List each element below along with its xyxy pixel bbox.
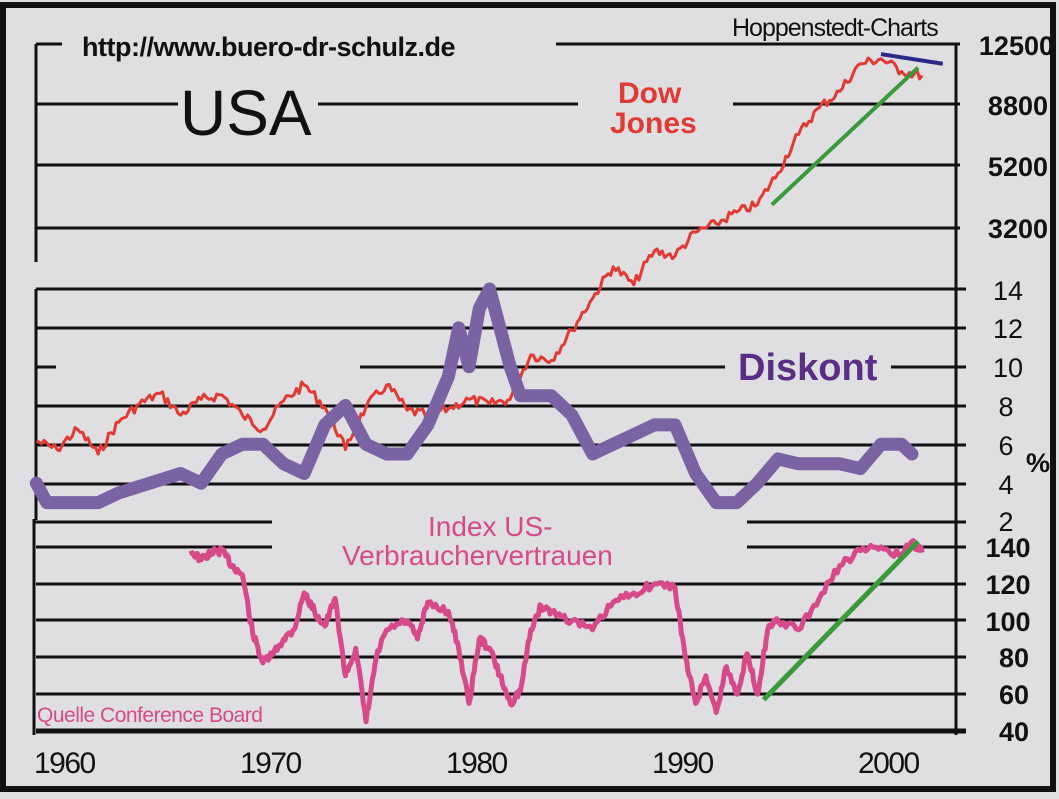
dow-uptrend-line [770, 66, 920, 207]
dow-jones-label-line1: Dow [618, 77, 682, 110]
confidence-label-line2: Verbrauchervertrauen [342, 540, 613, 571]
confidence-tick: 140 [985, 533, 1030, 563]
consumer-confidence-line [188, 538, 925, 725]
diskont-tick: 14 [993, 276, 1023, 306]
x-axis: 1960 1970 1980 1990 2000 [34, 747, 921, 780]
diskont-tick: 6 [998, 431, 1013, 461]
dow-jones-line [35, 56, 924, 456]
x-tick: 1980 [446, 747, 508, 780]
dow-tick: 3200 [988, 214, 1048, 244]
x-tick: 1960 [34, 747, 96, 780]
confidence-tick: 40 [999, 717, 1029, 747]
confidence-uptrend-line [761, 539, 920, 702]
dow-downtrend-line [880, 52, 944, 66]
dow-axis: 12500 8800 5200 3200 [979, 31, 1054, 244]
confidence-tick: 60 [999, 680, 1029, 710]
x-tick: 1990 [652, 747, 714, 780]
x-tick: 2000 [858, 747, 920, 780]
diskont-line [29, 282, 919, 510]
confidence-axis: 140 120 100 80 60 40 [985, 533, 1030, 747]
chart-country-title: USA [180, 77, 312, 149]
confidence-tick: 120 [985, 570, 1030, 600]
gridlines [32, 42, 966, 735]
confidence-tick: 100 [985, 607, 1030, 637]
diskont-tick: 2 [998, 507, 1013, 537]
percent-unit-label: % [1026, 448, 1050, 478]
source-url: http://www.buero-dr-schulz.de [82, 32, 455, 62]
diskont-axis: 14 12 10 8 6 4 2 % [993, 276, 1050, 537]
diskont-tick: 12 [993, 314, 1023, 344]
x-tick: 1970 [240, 747, 302, 780]
diskont-tick: 8 [998, 392, 1013, 422]
dow-jones-label-line2: Jones [610, 107, 697, 140]
diskont-tick: 10 [993, 353, 1023, 383]
dow-tick: 12500 [979, 31, 1054, 61]
publisher-label: Hoppenstedt-Charts [732, 14, 938, 42]
confidence-tick: 80 [999, 643, 1029, 673]
dow-tick: 5200 [988, 152, 1048, 182]
confidence-label-line1: Index US- [428, 511, 553, 542]
dow-tick: 8800 [988, 91, 1048, 121]
diskont-label: Diskont [738, 347, 878, 389]
diskont-tick: 4 [998, 470, 1013, 500]
source-label: Quelle Conference Board [37, 704, 262, 727]
series-group [29, 52, 944, 725]
